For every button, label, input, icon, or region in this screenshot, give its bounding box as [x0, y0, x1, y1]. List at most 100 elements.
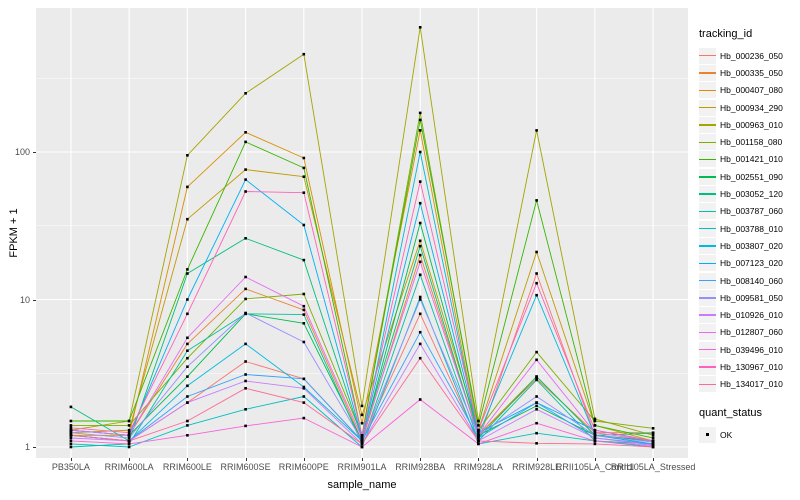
y-tick-label: 10	[19, 294, 30, 305]
data-point	[302, 52, 306, 56]
legend-entry-label: Hb_012807_060	[720, 327, 783, 338]
legend-entry-Hb_012807_060: Hb_012807_060	[699, 324, 799, 341]
legend-entry-label: Hb_008140_060	[720, 275, 783, 286]
data-point	[360, 413, 364, 417]
data-point	[186, 154, 189, 157]
data-point	[186, 384, 189, 388]
data-point	[535, 293, 538, 297]
data-point	[418, 239, 422, 243]
legend-entry-label: Hb_001421_010	[720, 154, 783, 165]
legend-key	[699, 289, 716, 306]
x-tick-mark	[245, 458, 247, 461]
data-point	[593, 419, 597, 423]
data-point	[418, 298, 422, 301]
data-point	[69, 426, 73, 430]
legend-key	[699, 307, 716, 324]
legend-line-swatch-icon	[699, 314, 716, 316]
legend-entry-label: Hb_010926_010	[720, 310, 783, 321]
data-point	[302, 166, 306, 170]
legend-entry-label: Hb_003807_020	[720, 240, 783, 251]
x-tick-mark	[70, 458, 72, 461]
data-point	[418, 111, 422, 115]
legend-line-swatch-icon	[699, 297, 716, 299]
data-point	[535, 358, 538, 362]
data-point	[535, 401, 538, 404]
legend-entry-Hb_000335_050: Hb_000335_050	[699, 64, 799, 81]
legend-entry-Hb_000407_080: Hb_000407_080	[699, 82, 799, 99]
legend-line-swatch-icon	[699, 262, 716, 264]
legend-entry-label: Hb_000335_050	[720, 67, 783, 78]
x-tick-label: RRIM600PE	[278, 462, 329, 472]
data-point	[418, 398, 422, 401]
data-point	[477, 428, 480, 432]
data-point	[302, 223, 306, 227]
legend-line-swatch-icon	[699, 383, 716, 386]
data-point	[360, 445, 364, 449]
data-point	[244, 387, 247, 390]
legend-entry-Hb_001158_080: Hb_001158_080	[699, 133, 799, 151]
x-tick-mark	[129, 458, 131, 461]
legend-key	[699, 341, 716, 358]
data-point	[186, 365, 189, 368]
legend-line-swatch-icon	[699, 158, 716, 161]
x-tick-mark	[362, 458, 363, 461]
data-point	[593, 428, 597, 432]
x-tick-label: PB350LA	[51, 462, 90, 472]
data-point	[186, 356, 189, 360]
data-point	[186, 312, 189, 316]
data-point	[418, 312, 422, 316]
data-point	[302, 322, 306, 325]
data-point	[360, 439, 364, 443]
x-tick-label: RRIM928LA	[453, 462, 503, 472]
data-point	[127, 436, 131, 440]
data-point	[535, 421, 538, 425]
data-point	[535, 281, 538, 285]
data-point	[302, 377, 306, 381]
y-tick-mark	[33, 299, 36, 301]
data-point	[360, 434, 364, 437]
data-point	[535, 350, 538, 354]
legend-quant-entry: OK	[699, 426, 799, 443]
legend-entry-label: Hb_003787_060	[720, 206, 783, 217]
data-point	[477, 436, 480, 440]
legend-entry-label: Hb_009581_050	[720, 292, 783, 303]
legend-entry-Hb_010926_010: Hb_010926_010	[699, 306, 799, 324]
data-point	[302, 395, 306, 398]
y-axis-title: FPKM + 1	[8, 208, 20, 258]
data-point	[418, 244, 422, 248]
data-point	[477, 434, 480, 437]
data-point	[593, 442, 597, 446]
data-point	[360, 421, 364, 425]
x-tick-label: RRIM600LA	[104, 462, 154, 472]
data-point	[418, 180, 422, 183]
legend-line-swatch-icon	[699, 349, 716, 351]
legend-entry-Hb_003807_020: Hb_003807_020	[699, 237, 799, 254]
data-point	[127, 419, 131, 423]
data-point	[186, 217, 189, 221]
data-point	[244, 311, 247, 315]
legend-key	[699, 324, 716, 341]
data-point	[360, 404, 364, 408]
legend-line-swatch-icon	[699, 193, 716, 195]
legend-key	[699, 116, 716, 133]
data-point	[244, 168, 247, 171]
data-point	[244, 342, 247, 346]
data-point	[418, 330, 422, 334]
data-point	[651, 427, 655, 430]
data-point	[418, 253, 422, 257]
data-point	[186, 268, 189, 271]
x-tick-label: RRIM928LE	[512, 462, 562, 472]
legend-line-swatch-icon	[699, 245, 716, 247]
data-point	[651, 439, 655, 443]
data-point	[535, 378, 538, 382]
legend-line-swatch-icon	[699, 55, 716, 57]
data-point	[186, 424, 189, 427]
x-tick-label: RRII105LA_Control	[555, 462, 634, 472]
legend-entry-label: Hb_002551_090	[720, 171, 783, 182]
legend-key	[699, 168, 716, 185]
data-point	[302, 416, 306, 420]
data-point	[244, 237, 247, 240]
data-point	[244, 373, 247, 376]
legend-key	[699, 99, 716, 116]
data-point	[535, 199, 538, 202]
